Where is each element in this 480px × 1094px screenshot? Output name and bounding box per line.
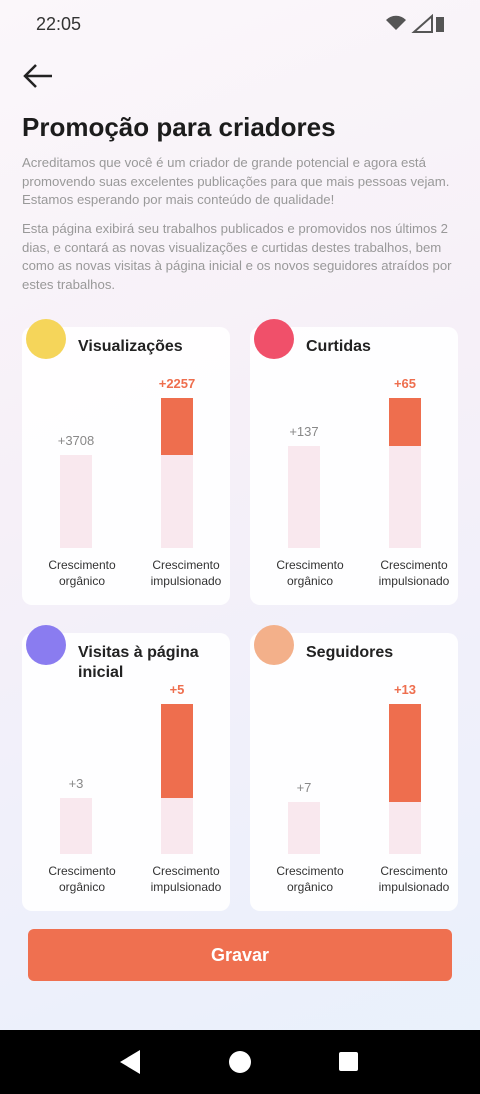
card-icon <box>26 319 66 359</box>
category-label: Crescimento impulsionado <box>378 558 450 588</box>
card-title: Seguidores <box>306 644 394 661</box>
boosted-base <box>389 801 421 854</box>
nav-icons <box>120 1050 358 1074</box>
nav-back[interactable] <box>120 1050 140 1074</box>
boosted-base <box>161 454 193 548</box>
boosted-bar <box>161 704 193 798</box>
stat-card: Curtidas +137 +65 Crescimento orgânico Cresc… <box>250 319 458 605</box>
card-title: Visitas à página inicial <box>78 644 199 681</box>
status-icons <box>386 14 444 33</box>
save-button[interactable]: Gravar <box>28 929 452 981</box>
category-label: Crescimento orgânico <box>48 558 116 588</box>
boosted-bar <box>389 398 421 447</box>
organic-bar <box>288 801 320 854</box>
value-label: +3708 <box>57 432 95 448</box>
category-label: Crescimento impulsionado <box>378 864 450 894</box>
category-label: Crescimento orgânico <box>48 864 116 894</box>
card-icon <box>26 625 66 665</box>
boosted-bar <box>389 704 421 802</box>
category-label: Crescimento impulsionado <box>150 864 222 894</box>
page-title: Promoção para criadores <box>22 112 336 142</box>
time: 22:05 <box>36 14 82 34</box>
card-icon <box>254 625 294 665</box>
category-label: Crescimento orgânico <box>276 864 344 894</box>
stat-card: Visualizações +3708 +2257 Crescimento orgân… <box>22 319 230 605</box>
value-label: +3 <box>68 775 84 791</box>
value-label: +5 <box>169 682 185 697</box>
stat-card: Visitas à página inicial +3 +5 Crescimento … <box>22 625 230 911</box>
description: Acreditamos que você é um criador de gra… <box>22 155 450 207</box>
category-label: Crescimento impulsionado <box>150 558 222 588</box>
boosted-bar <box>161 398 193 455</box>
value-label: +65 <box>393 376 417 391</box>
value-label: +13 <box>393 682 417 697</box>
card-title: Curtidas <box>306 338 371 355</box>
card-title: Visualizações <box>78 338 183 355</box>
organic-bar <box>60 797 92 854</box>
status-bar: 22:05 <box>0 0 480 46</box>
back-button[interactable] <box>22 62 56 92</box>
category-label: Crescimento orgânico <box>276 558 344 588</box>
value-label: +7 <box>296 779 312 795</box>
organic-bar <box>288 446 320 548</box>
stat-card: Seguidores +7 +13 Crescimento orgânico Cresc… <box>250 625 458 911</box>
boosted-base <box>161 797 193 854</box>
description: Esta página exibirá seu trabalhos public… <box>22 221 452 292</box>
nav-recent[interactable] <box>339 1052 358 1071</box>
value-label: +2257 <box>158 376 196 391</box>
organic-bar <box>60 454 92 548</box>
nav-bar <box>0 1030 480 1094</box>
value-label: +137 <box>289 424 319 440</box>
card-icon <box>254 319 294 359</box>
boosted-base <box>389 446 421 548</box>
nav-home[interactable] <box>229 1051 251 1073</box>
